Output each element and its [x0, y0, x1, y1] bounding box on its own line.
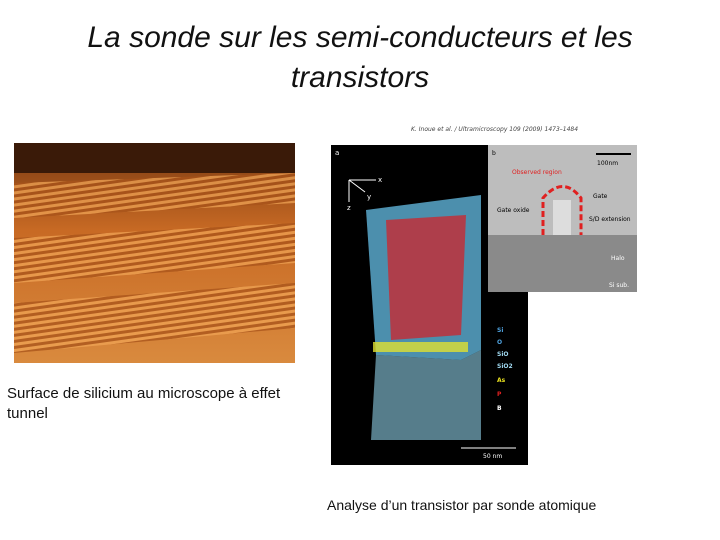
- axis-label: y: [367, 193, 371, 201]
- annotation: Halo: [611, 255, 625, 262]
- slide-title: La sonde sur les semi-conducteurs et les…: [87, 21, 633, 94]
- atom-probe-figure: K. Inoue et al. / Ultramicroscopy 109 (2…: [331, 126, 637, 465]
- panel-label: b: [492, 150, 496, 157]
- right-caption: Analyse d’un transistor par sonde atomiq…: [327, 497, 597, 513]
- citation: K. Inoue et al. / Ultramicroscopy 109 (2…: [411, 126, 578, 133]
- legend-label: P: [497, 391, 502, 398]
- annotation: Observed region: [512, 169, 562, 176]
- legend-label: B: [497, 405, 502, 412]
- annotation: Gate: [593, 193, 608, 200]
- scale-label: 100nm: [597, 160, 618, 167]
- axis-label: z: [347, 204, 351, 212]
- annotation: Si sub.: [609, 282, 629, 289]
- legend-label: SiO: [497, 351, 508, 358]
- scale-label: 50 nm: [483, 453, 502, 460]
- annotation: Gate oxide: [497, 207, 530, 214]
- annotation: S/D extension: [589, 216, 631, 223]
- left-caption: Surface de silicium au microscope à effe…: [7, 385, 281, 422]
- legend-label: As: [497, 377, 506, 384]
- stm-image: [14, 143, 295, 363]
- legend-label: O: [497, 339, 502, 346]
- axis-label: x: [378, 176, 382, 184]
- legend-label: Si: [497, 327, 503, 334]
- panel-label: a: [335, 149, 339, 157]
- legend-label: SiO2: [497, 363, 513, 370]
